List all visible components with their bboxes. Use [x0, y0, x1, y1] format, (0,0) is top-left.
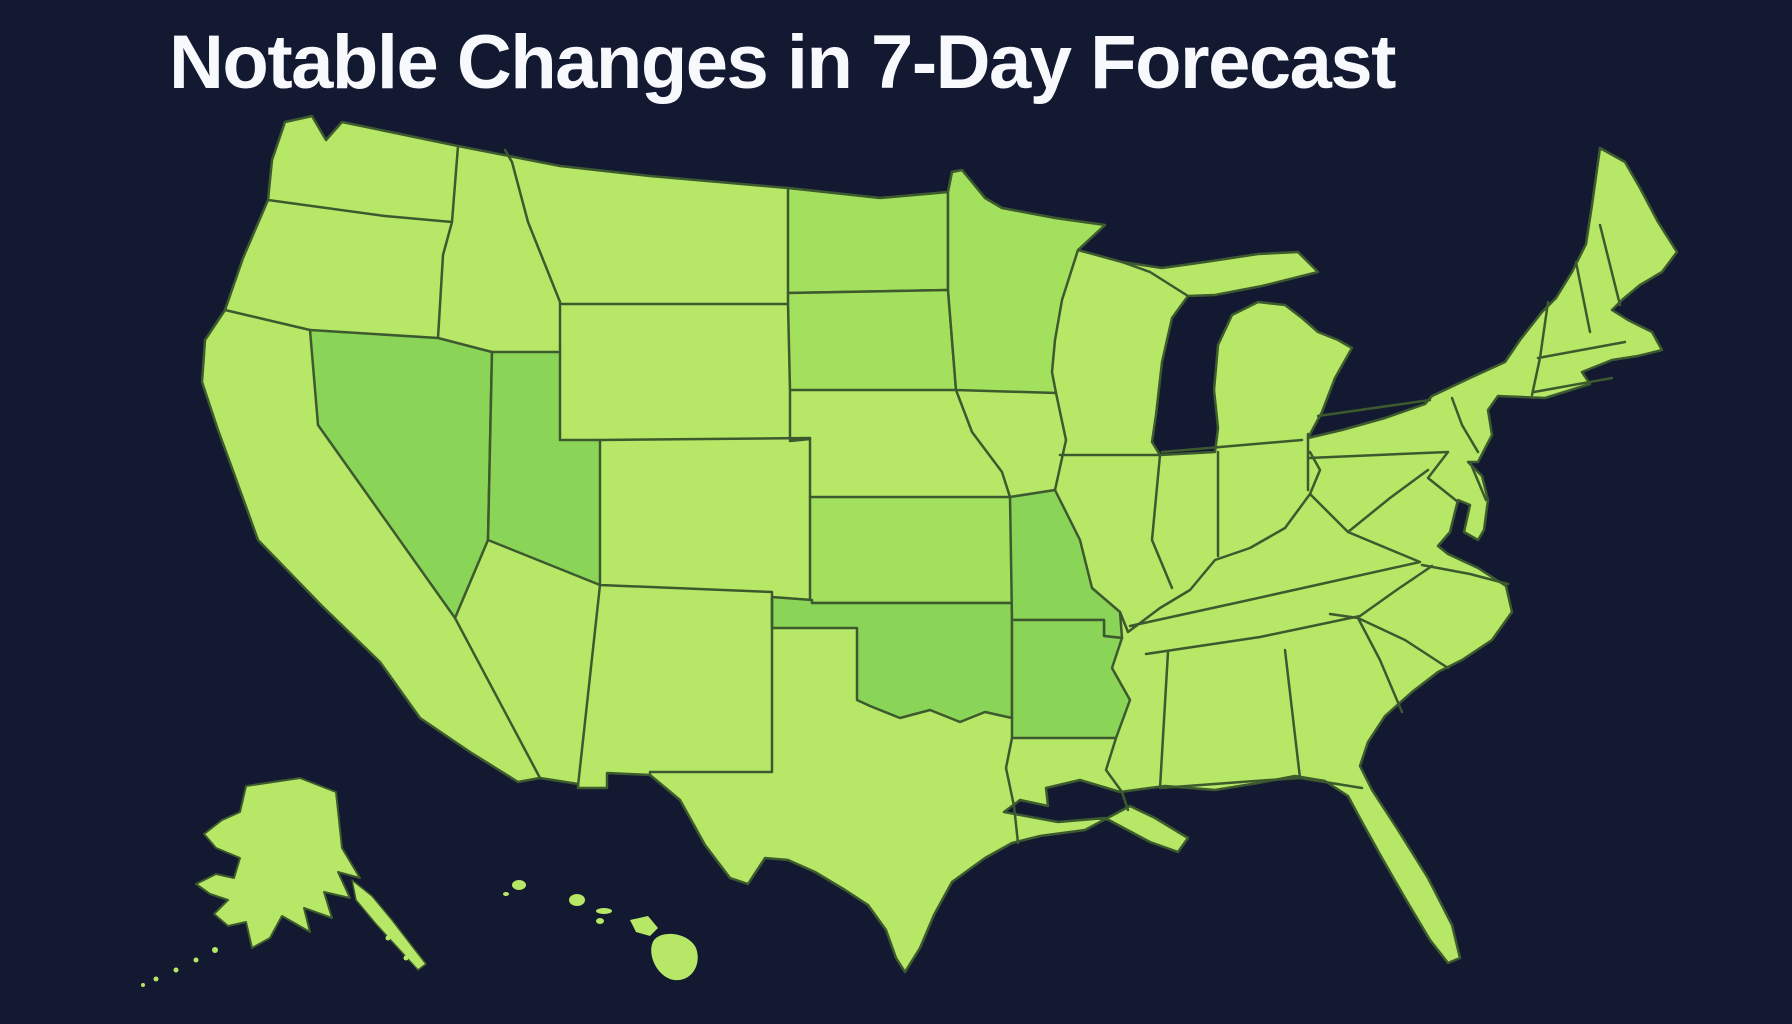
aleutian-islands [141, 935, 409, 987]
state-oklahoma [770, 595, 1014, 724]
hawaii [503, 880, 698, 981]
hawaii-oahu [569, 894, 585, 906]
state-arkansas [1010, 618, 1132, 740]
hawaii-lanai [596, 918, 604, 924]
state-borders [223, 144, 1627, 845]
state-north-dakota [786, 186, 950, 295]
alaska-panhandle [351, 879, 427, 971]
alaska [141, 777, 427, 987]
us-map [141, 114, 1679, 987]
state-minnesota [946, 168, 1107, 395]
hawaii-molokai [596, 908, 612, 914]
page-title: Notable Changes in 7-Day Forecast [169, 20, 1396, 105]
hawaii-kauai [512, 880, 526, 890]
hawaii-big-island [651, 933, 698, 981]
state-kansas [808, 495, 1017, 605]
hawaii-niihau [503, 892, 509, 896]
state-south-dakota [786, 288, 958, 392]
state-alaska [195, 777, 361, 949]
hawaii-maui [630, 916, 658, 936]
